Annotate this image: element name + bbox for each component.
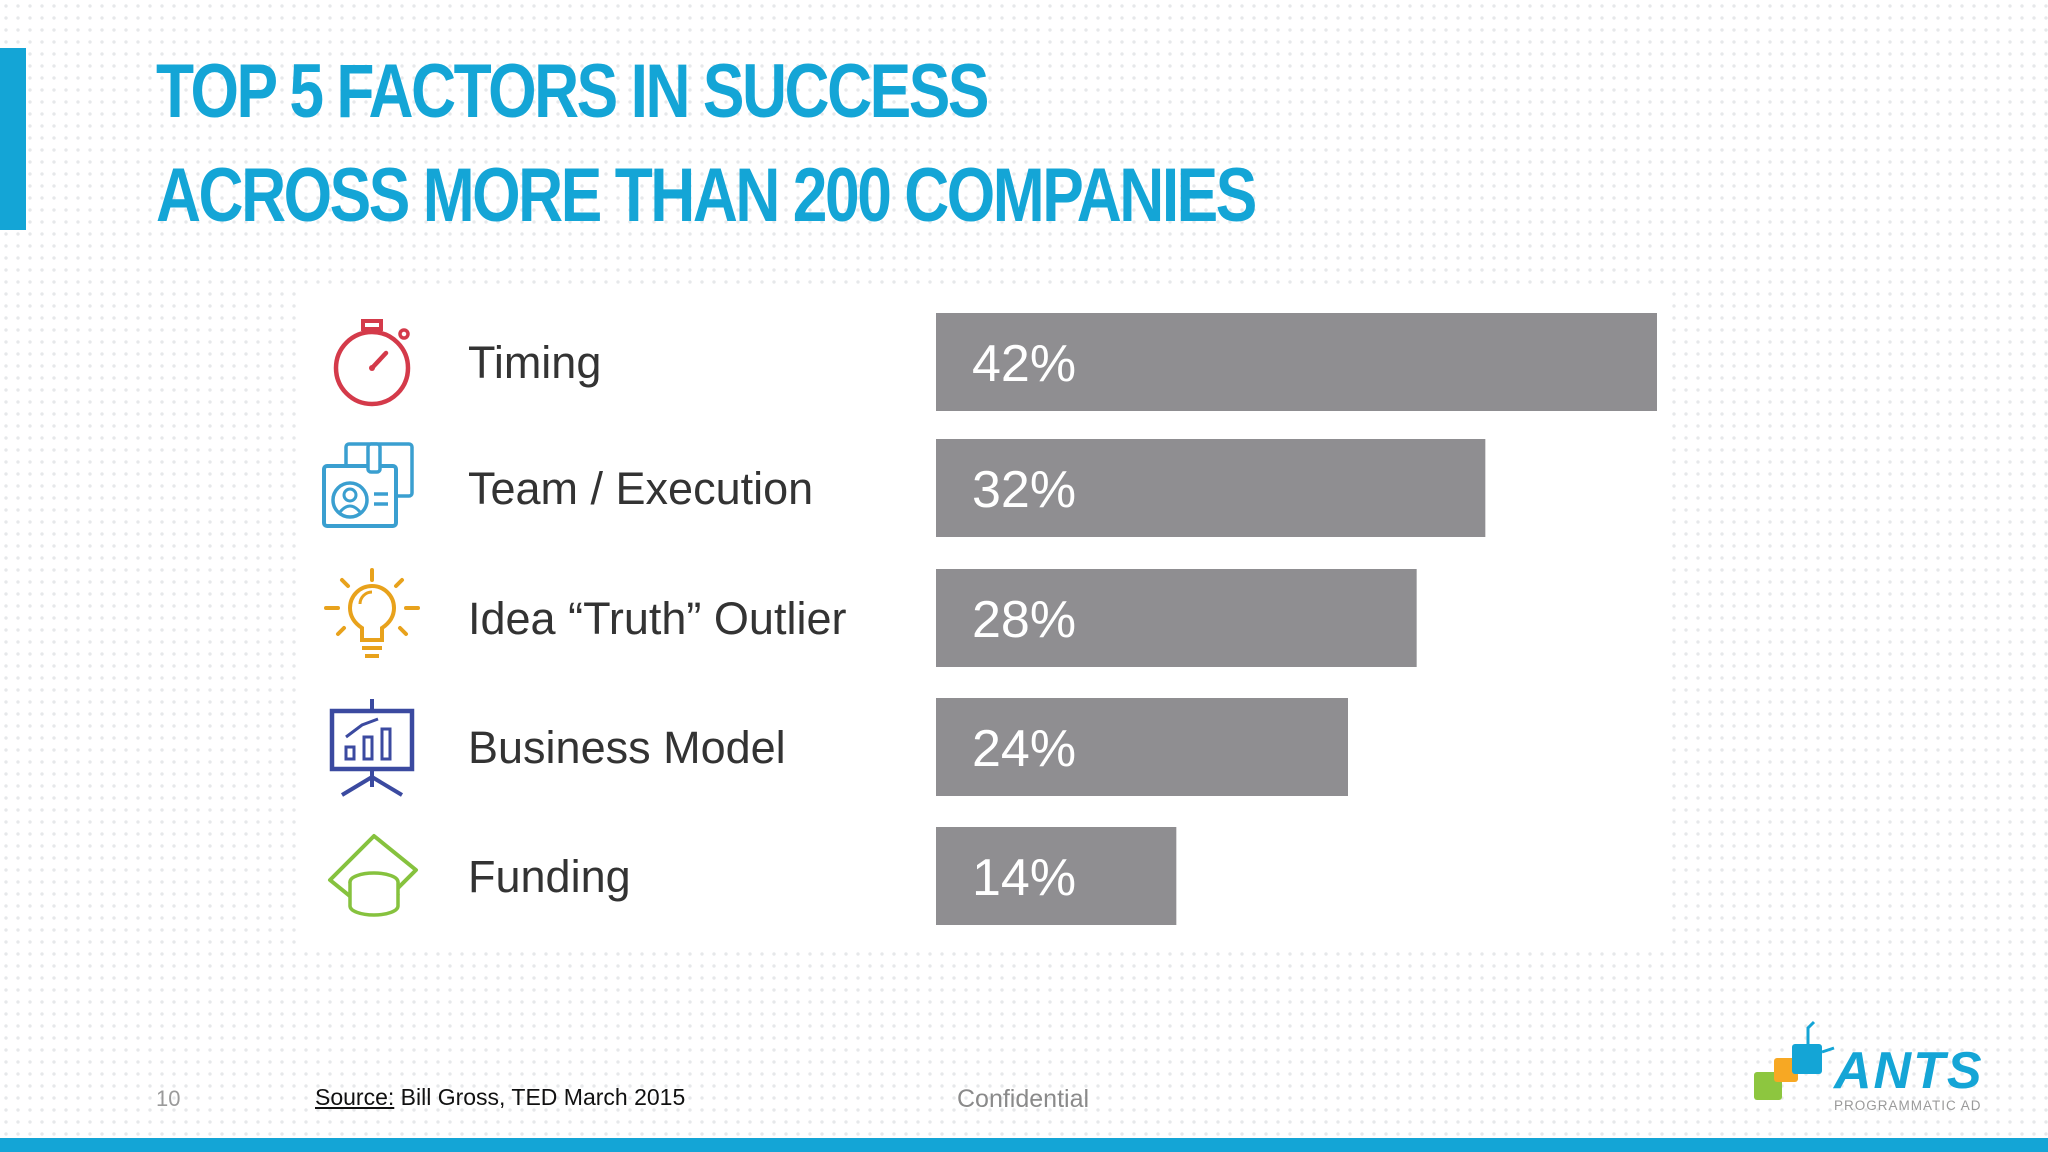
slide-title: TOP 5 FACTORS IN SUCCESS ACROSS MORE THA… bbox=[156, 40, 1257, 248]
source-label: Source: bbox=[315, 1084, 395, 1110]
page-number: 10 bbox=[156, 1086, 181, 1111]
logo-antenna bbox=[1806, 1020, 1816, 1044]
category-label: Timing bbox=[468, 337, 601, 388]
bar-value-label: 32% bbox=[972, 461, 1076, 519]
bar-value-label: 28% bbox=[972, 591, 1076, 649]
stopwatch-icon bbox=[333, 319, 411, 407]
chart-panel: Timing 42% Team / Execution 32% Idea “Truth”… bbox=[296, 290, 1672, 944]
bar bbox=[936, 313, 1657, 411]
logo-antenna-2 bbox=[1821, 1046, 1835, 1054]
bar bbox=[936, 569, 1417, 667]
ants-logo: ANTS PROGRAMMATIC AD bbox=[1754, 1020, 1984, 1113]
title-line-1: TOP 5 FACTORS IN SUCCESS bbox=[156, 49, 989, 134]
bar bbox=[936, 827, 1177, 925]
bar-value-label: 42% bbox=[972, 335, 1076, 393]
presentation-chart-icon bbox=[329, 699, 415, 797]
bar-value-label: 24% bbox=[972, 720, 1076, 778]
bar-chart: Timing 42% Team / Execution 32% Idea “Truth”… bbox=[322, 313, 1657, 925]
category-label: Idea “Truth” Outlier bbox=[468, 593, 846, 644]
source-citation: Source: Bill Gross, TED March 2015 bbox=[315, 1084, 685, 1111]
id-badge-icon bbox=[322, 442, 414, 528]
category-label: Team / Execution bbox=[468, 463, 813, 514]
logo-square-blue bbox=[1792, 1044, 1822, 1074]
category-label: Business Model bbox=[468, 722, 786, 773]
category-label: Funding bbox=[468, 851, 631, 902]
bar bbox=[936, 698, 1348, 796]
money-stack-icon bbox=[328, 834, 418, 917]
bar bbox=[936, 439, 1486, 537]
logo-subtext: PROGRAMMATIC AD bbox=[1834, 1098, 1982, 1113]
logo-wordmark: ANTS bbox=[1832, 1042, 1984, 1100]
accent-bar bbox=[0, 48, 26, 230]
source-text: Bill Gross, TED March 2015 bbox=[394, 1084, 686, 1110]
title-line-2: ACROSS MORE THAN 200 COMPANIES bbox=[156, 153, 1257, 238]
bottom-accent-strip bbox=[0, 1138, 2048, 1152]
lightbulb-icon bbox=[324, 568, 420, 658]
bar-value-label: 14% bbox=[972, 849, 1076, 907]
confidential-label: Confidential bbox=[957, 1085, 1090, 1113]
